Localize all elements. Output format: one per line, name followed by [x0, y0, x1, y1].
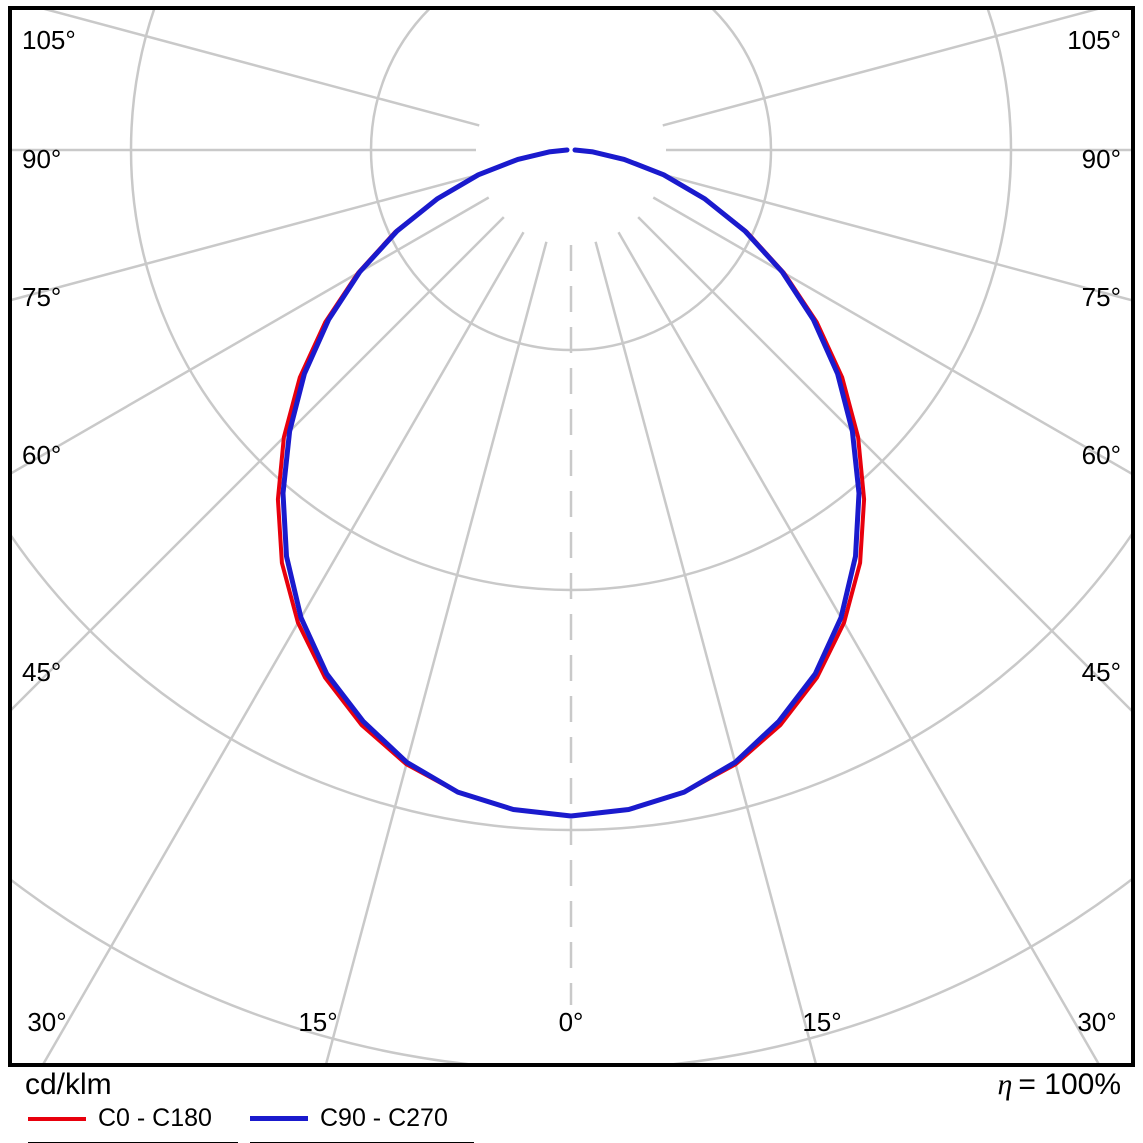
legend-label-c0-c180: C0 - C180 [98, 1104, 212, 1132]
angle-label: 15° [802, 1007, 841, 1037]
angle-label: 75° [1082, 282, 1121, 312]
angle-label: 30° [1077, 1007, 1116, 1037]
legend-item-c0-c180: C0 - C180 [28, 1104, 238, 1143]
c90-c270-line-swatch [250, 1116, 308, 1121]
angle-label: 0° [559, 1007, 584, 1037]
angle-label: 15° [298, 1007, 337, 1037]
grid-ray [324, 241, 548, 1065]
angle-label: 105° [22, 25, 76, 55]
legend: C0 - C180 C90 - C270 [0, 1104, 1143, 1143]
angle-label: 45° [22, 657, 61, 687]
legend-item-c90-c270: C90 - C270 [250, 1104, 474, 1143]
grid-ray [10, 216, 505, 713]
grid-ray [10, 196, 490, 476]
unit-label: cd/klm [25, 1068, 112, 1101]
grid-ray [41, 231, 525, 1065]
angle-label: 75° [22, 282, 61, 312]
efficiency-label: η = 100% [998, 1068, 1121, 1102]
grid-ray [662, 173, 1133, 302]
curve-c90-c270 [280, 147, 862, 819]
angle-label: 90° [1082, 144, 1121, 174]
angle-label: 30° [27, 1007, 66, 1037]
angle-label: 90° [22, 144, 61, 174]
intensity-curves [275, 147, 867, 819]
grid-ray [637, 216, 1133, 714]
angle-label: 60° [22, 440, 61, 470]
c0-c180-line-swatch [28, 1116, 86, 1121]
grid-ray [10, 173, 480, 302]
legend-label-c90-c270: C90 - C270 [320, 1104, 448, 1132]
angle-label: 45° [1082, 657, 1121, 687]
grid-ray [617, 231, 1101, 1065]
grid-ray [662, 8, 1106, 127]
grid-ray [594, 241, 818, 1065]
grid-ray [652, 196, 1133, 476]
angle-label: 105° [1067, 25, 1121, 55]
angle-labels: 105° 90° 75° 60° 45° 105° 90° 75° 60° 45° 30° 15° 0°… [22, 25, 1121, 1037]
grid-ray [36, 8, 480, 127]
angle-label: 60° [1082, 440, 1121, 470]
plot-border [8, 6, 1135, 1067]
efficiency-value: = 100% [1018, 1068, 1121, 1101]
eta-symbol: η [997, 1068, 1013, 1101]
